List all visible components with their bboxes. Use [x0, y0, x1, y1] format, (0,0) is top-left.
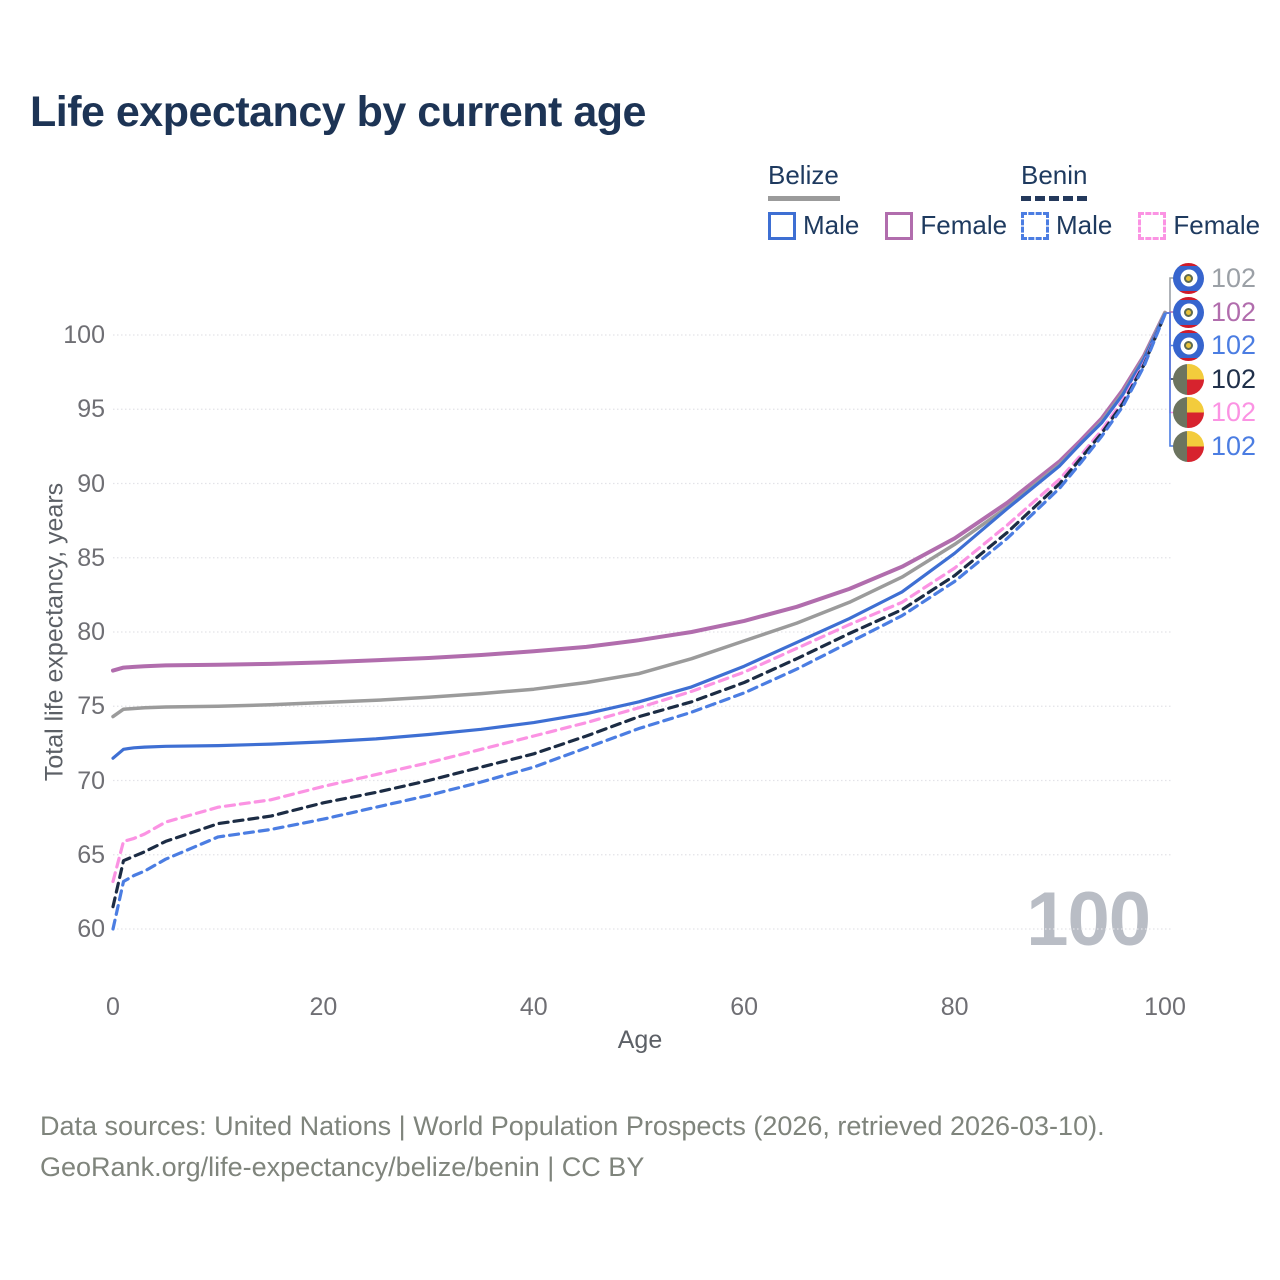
belize-flag-emblem: [1184, 273, 1193, 283]
series-line-belize-female: [111, 310, 1167, 673]
legend-entry-label: Female: [1173, 210, 1261, 240]
series-line-benin-female: [111, 312, 1167, 884]
belize-flag-emblem: [1184, 307, 1193, 317]
end-value-label: 102: [1211, 430, 1257, 461]
series-line-belize-both-sexes: [111, 310, 1167, 719]
y-tick-90: 90: [77, 469, 105, 498]
belize-flag-center: [1180, 303, 1197, 321]
legend-entry-label: Male: [803, 210, 860, 240]
x-tick-40: 40: [519, 993, 548, 1021]
x-tick-60: 60: [730, 993, 759, 1021]
belize-flag-icon: [1173, 330, 1204, 361]
x-tick-20: 20: [309, 993, 338, 1021]
belize-flag-emblem: [1184, 341, 1193, 350]
x-tick-100: 100: [1144, 993, 1186, 1021]
legend-entry-label: Male: [1056, 210, 1113, 240]
y-tick-95: 95: [77, 395, 105, 424]
end-label-row-belize: 102: [1173, 261, 1256, 295]
y-tick-70: 70: [77, 766, 105, 795]
benin-flag-icon: [1173, 430, 1204, 462]
legend-country-benin[interactable]: Benin: [1021, 160, 1088, 201]
legend-group-benin: Benin Male Female: [1021, 160, 1260, 240]
legend-entry-benin-male[interactable]: Male: [1021, 210, 1112, 241]
end-label-row-benin: 102: [1173, 396, 1256, 430]
belize-male-swatch-icon: [768, 211, 796, 240]
end-label-row-belize: 102: [1173, 329, 1256, 363]
footer-attribution: GeoRank.org/life-expectancy/belize/benin…: [40, 1152, 645, 1182]
series-line-belize-male: [111, 312, 1167, 760]
y-tick-60: 60: [77, 915, 105, 943]
end-label-row-belize: 102: [1173, 295, 1256, 329]
benin-flag-icon: [1173, 363, 1204, 395]
y-tick-80: 80: [77, 618, 105, 646]
y-tick-75: 75: [77, 692, 105, 721]
legend-country-label-belize: Belize: [768, 160, 839, 190]
legend-country-belize[interactable]: Belize: [768, 160, 840, 201]
page-title: Life expectancy by current age: [30, 88, 646, 136]
benin-flag-icon: [1173, 397, 1204, 428]
belize-solid-line-swatch: [768, 196, 840, 201]
series-line-benin-both-sexes: [111, 312, 1167, 909]
footer: Data sources: United Nations | World Pop…: [40, 1106, 1105, 1188]
y-tick-65: 65: [77, 840, 105, 869]
legend-country-label-benin: Benin: [1021, 160, 1088, 190]
legend-entry-label: Female: [920, 210, 1008, 240]
x-tick-80: 80: [940, 993, 969, 1021]
belize-flag-icon: [1173, 262, 1204, 294]
footer-data-sources: Data sources: United Nations | World Pop…: [40, 1111, 1105, 1141]
belize-flag-center: [1180, 269, 1197, 287]
benin-dashed-line-swatch: [1021, 196, 1087, 201]
legend-entry-belize-male[interactable]: Male: [768, 210, 859, 241]
y-tick-100: 100: [63, 321, 105, 349]
end-value-label: 102: [1211, 330, 1257, 360]
legend: Belize Male Female Benin Male: [0, 160, 1280, 250]
end-value-label: 102: [1211, 296, 1257, 327]
y-tick-85: 85: [77, 543, 105, 572]
x-tick-0: 0: [106, 993, 120, 1021]
benin-male-swatch-icon: [1021, 211, 1049, 240]
x-axis-title: Age: [617, 1026, 663, 1054]
end-value-label: 102: [1211, 262, 1257, 293]
belize-flag-center: [1180, 337, 1197, 354]
belize-flag-icon: [1173, 296, 1204, 328]
chart-canvas: [111, 277, 1176, 931]
end-label-row-benin: 102: [1173, 429, 1256, 463]
benin-female-swatch-icon: [1138, 211, 1167, 240]
end-label-row-benin: 102: [1173, 362, 1256, 396]
end-value-label: 102: [1211, 363, 1257, 394]
end-value-label: 102: [1211, 397, 1257, 427]
age-counter-watermark: 100: [1026, 877, 1151, 962]
legend-entry-benin-female[interactable]: Female: [1138, 210, 1260, 241]
belize-female-swatch-icon: [885, 211, 914, 240]
legend-group-belize: Belize Male Female: [768, 160, 1007, 240]
legend-entry-belize-female[interactable]: Female: [885, 210, 1007, 241]
series-line-benin-male: [111, 312, 1167, 931]
